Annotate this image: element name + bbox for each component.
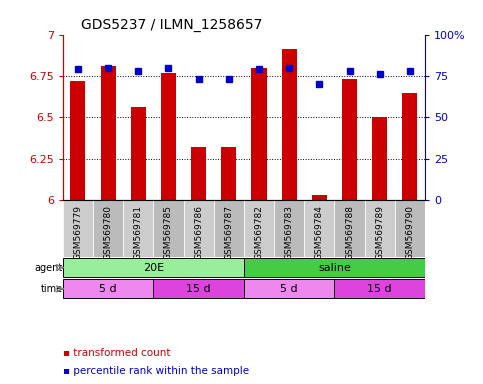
Text: saline: saline: [318, 263, 351, 273]
Bar: [274, 200, 304, 257]
Bar: [184, 200, 213, 257]
Text: GSM569784: GSM569784: [315, 205, 324, 260]
Bar: [161, 73, 176, 200]
Bar: [252, 68, 267, 200]
Text: 15 d: 15 d: [186, 284, 211, 294]
Bar: [63, 200, 93, 257]
Text: GDS5237 / ILMN_1258657: GDS5237 / ILMN_1258657: [81, 18, 262, 32]
Bar: [131, 108, 146, 200]
Text: ▪ transformed count: ▪ transformed count: [63, 348, 170, 358]
Bar: [71, 81, 85, 200]
Bar: [63, 279, 154, 298]
Bar: [365, 200, 395, 257]
Text: GSM569779: GSM569779: [73, 205, 83, 260]
Text: GSM569789: GSM569789: [375, 205, 384, 260]
Text: agent: agent: [35, 263, 63, 273]
Text: 5 d: 5 d: [99, 284, 117, 294]
Bar: [304, 200, 334, 257]
Bar: [154, 279, 244, 298]
Text: GSM569781: GSM569781: [134, 205, 143, 260]
Bar: [63, 258, 244, 277]
Bar: [334, 279, 425, 298]
Bar: [154, 200, 184, 257]
Bar: [402, 93, 417, 200]
Bar: [123, 200, 154, 257]
Bar: [221, 147, 236, 200]
Bar: [312, 195, 327, 200]
Text: GSM569780: GSM569780: [103, 205, 113, 260]
Text: 20E: 20E: [143, 263, 164, 273]
Text: GSM569783: GSM569783: [284, 205, 294, 260]
Text: GSM569785: GSM569785: [164, 205, 173, 260]
Bar: [244, 279, 334, 298]
Text: ▪ percentile rank within the sample: ▪ percentile rank within the sample: [63, 366, 249, 376]
Bar: [100, 66, 115, 200]
Bar: [93, 200, 123, 257]
Text: GSM569787: GSM569787: [224, 205, 233, 260]
Bar: [191, 147, 206, 200]
Text: 15 d: 15 d: [368, 284, 392, 294]
Text: GSM569788: GSM569788: [345, 205, 354, 260]
Bar: [342, 79, 357, 200]
Text: GSM569790: GSM569790: [405, 205, 414, 260]
Bar: [244, 200, 274, 257]
Text: time: time: [41, 284, 63, 294]
Text: GSM569786: GSM569786: [194, 205, 203, 260]
Text: 5 d: 5 d: [281, 284, 298, 294]
Bar: [372, 118, 387, 200]
Bar: [244, 258, 425, 277]
Bar: [395, 200, 425, 257]
Bar: [282, 50, 297, 200]
Bar: [213, 200, 244, 257]
Bar: [334, 200, 365, 257]
Text: GSM569782: GSM569782: [255, 205, 264, 260]
